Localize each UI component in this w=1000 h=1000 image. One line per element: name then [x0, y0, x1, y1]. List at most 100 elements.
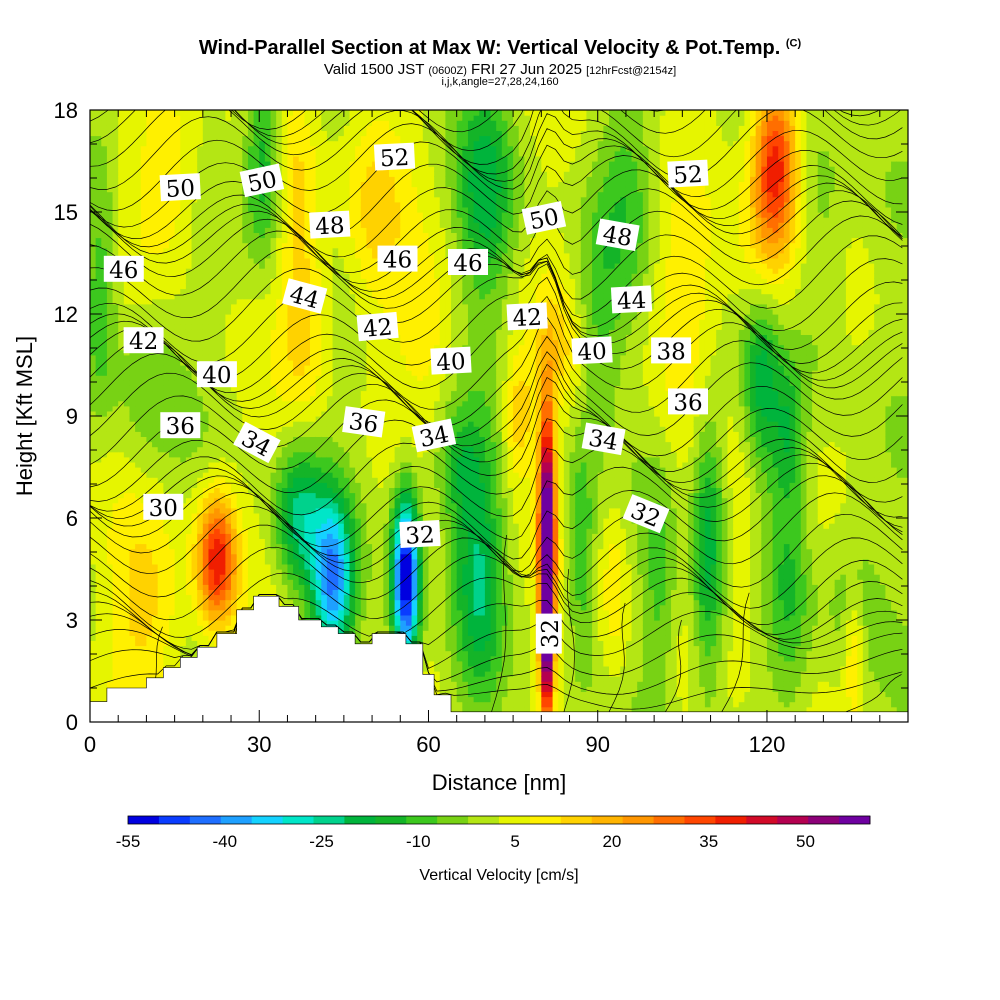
theta-label: 36 — [668, 388, 708, 416]
theta-label: 42 — [506, 302, 548, 332]
colorbar-swatch — [468, 816, 500, 824]
terrain — [89, 595, 909, 723]
colorbar-swatch — [437, 816, 469, 824]
theta-label-text: 46 — [109, 258, 138, 284]
theta-label-text: 36 — [347, 409, 380, 439]
y-axis-label: Height [Kft MSL] — [12, 336, 37, 496]
colorbar-swatch — [715, 816, 747, 824]
y-tick-label: 3 — [66, 608, 78, 633]
colorbar-swatch — [282, 816, 314, 824]
colorbar-tick-label: -25 — [309, 832, 334, 851]
theta-label-text: 40 — [436, 349, 467, 376]
theta-label-text: 48 — [315, 213, 346, 240]
velocity-field — [90, 110, 908, 722]
theta-label: 32 — [399, 519, 441, 550]
x-tick-label: 30 — [247, 732, 271, 757]
theta-label: 34 — [581, 422, 626, 456]
theta-label-text: 52 — [673, 162, 704, 189]
colorbar-tick-label: 20 — [602, 832, 621, 851]
x-axis-label: Distance [nm] — [432, 770, 567, 795]
colorbar-swatch — [591, 816, 624, 824]
colorbar-swatch — [622, 816, 654, 824]
theta-label: 40 — [196, 361, 237, 389]
colorbar-swatch — [684, 816, 716, 824]
y-tick-label: 15 — [54, 200, 78, 225]
theta-label: 46 — [448, 249, 488, 277]
colorbar-swatch — [839, 816, 871, 824]
theta-label: 42 — [356, 311, 399, 343]
y-tick-label: 18 — [54, 98, 78, 123]
y-tick-label: 0 — [66, 710, 78, 735]
x-tick-label: 90 — [585, 732, 609, 757]
colorbar-swatch — [251, 816, 283, 824]
colorbar-swatch — [313, 816, 345, 824]
colorbar-swatch — [375, 816, 407, 824]
theta-label: 52 — [667, 159, 709, 189]
x-tick-label: 0 — [84, 732, 96, 757]
theta-label: 50 — [521, 200, 567, 236]
theta-label-text: 42 — [129, 329, 158, 355]
colorbar-tick-label: 35 — [699, 832, 718, 851]
theta-label: 50 — [159, 173, 201, 203]
x-tick-label: 60 — [416, 732, 440, 757]
colorbar-swatch — [499, 816, 531, 824]
colorbar-swatch — [189, 816, 222, 824]
chart-subtitle: Valid 1500 JST (0600Z) FRI 27 Jun 2025 [… — [323, 61, 677, 78]
colorbar-tick-label: -10 — [406, 832, 431, 851]
theta-label-text: 36 — [166, 414, 195, 440]
y-tick-label: 12 — [54, 302, 78, 327]
theta-label-text: 30 — [149, 496, 178, 522]
theta-label-text: 48 — [601, 221, 634, 252]
theta-label-text: 38 — [656, 339, 685, 365]
colorbar-swatch — [560, 816, 593, 824]
colorbar-swatch — [220, 816, 253, 824]
theta-label-text: 42 — [512, 305, 543, 332]
theta-label-text: 50 — [527, 204, 561, 236]
colorbar-swatch — [406, 816, 438, 824]
theta-label: 46 — [377, 245, 418, 274]
theta-label-text: 40 — [202, 363, 231, 389]
theta-label: 40 — [571, 336, 613, 366]
theta-label: 36 — [342, 406, 386, 439]
theta-label-text: 46 — [453, 251, 482, 277]
theta-label-text: 36 — [673, 390, 702, 416]
colorbar-swatch — [746, 816, 778, 824]
theta-contours — [90, 110, 903, 722]
theta-label: 42 — [123, 327, 164, 355]
colorbar-tick-label: 5 — [510, 832, 519, 851]
colorbar: -55 -40 -25 -10 5 20 35 50 — [116, 815, 871, 851]
theta-label: 32 — [535, 613, 564, 654]
chart-params: i,j,k,angle=27,28,24,160 — [441, 76, 559, 88]
y-tick-label: 9 — [66, 404, 78, 429]
chart-title: Wind-Parallel Section at Max W: Vertical… — [198, 37, 802, 59]
theta-label: 36 — [160, 412, 201, 440]
theta-label: 30 — [143, 493, 184, 522]
theta-label: 48 — [309, 210, 351, 240]
theta-label: 38 — [651, 337, 692, 365]
colorbar-swatch — [777, 816, 809, 824]
theta-label-text: 34 — [417, 422, 451, 454]
theta-label: 44 — [610, 285, 653, 315]
theta-label-text: 46 — [383, 248, 412, 274]
colorbar-tick-label: 50 — [796, 832, 815, 851]
colorbar-label: Vertical Velocity [cm/s] — [419, 867, 578, 884]
colorbar-swatch — [344, 816, 376, 824]
theta-label-text: 32 — [405, 522, 436, 549]
y-tick-label: 6 — [66, 506, 78, 531]
theta-label: 34 — [411, 418, 457, 454]
colorbar-tick-label: -55 — [116, 832, 141, 851]
theta-label-text: 50 — [165, 175, 196, 202]
theta-label-text: 44 — [616, 288, 647, 315]
theta-label-text: 34 — [587, 425, 620, 456]
colorbar-tick-label: -40 — [213, 832, 238, 851]
theta-label-text: 52 — [379, 145, 410, 172]
colorbar-swatch — [808, 816, 840, 824]
theta-label: 50 — [239, 163, 285, 198]
theta-label-text: 42 — [362, 314, 393, 342]
theta-label-text: 32 — [538, 619, 564, 648]
theta-label: 52 — [373, 142, 416, 172]
colorbar-swatch — [128, 816, 160, 824]
